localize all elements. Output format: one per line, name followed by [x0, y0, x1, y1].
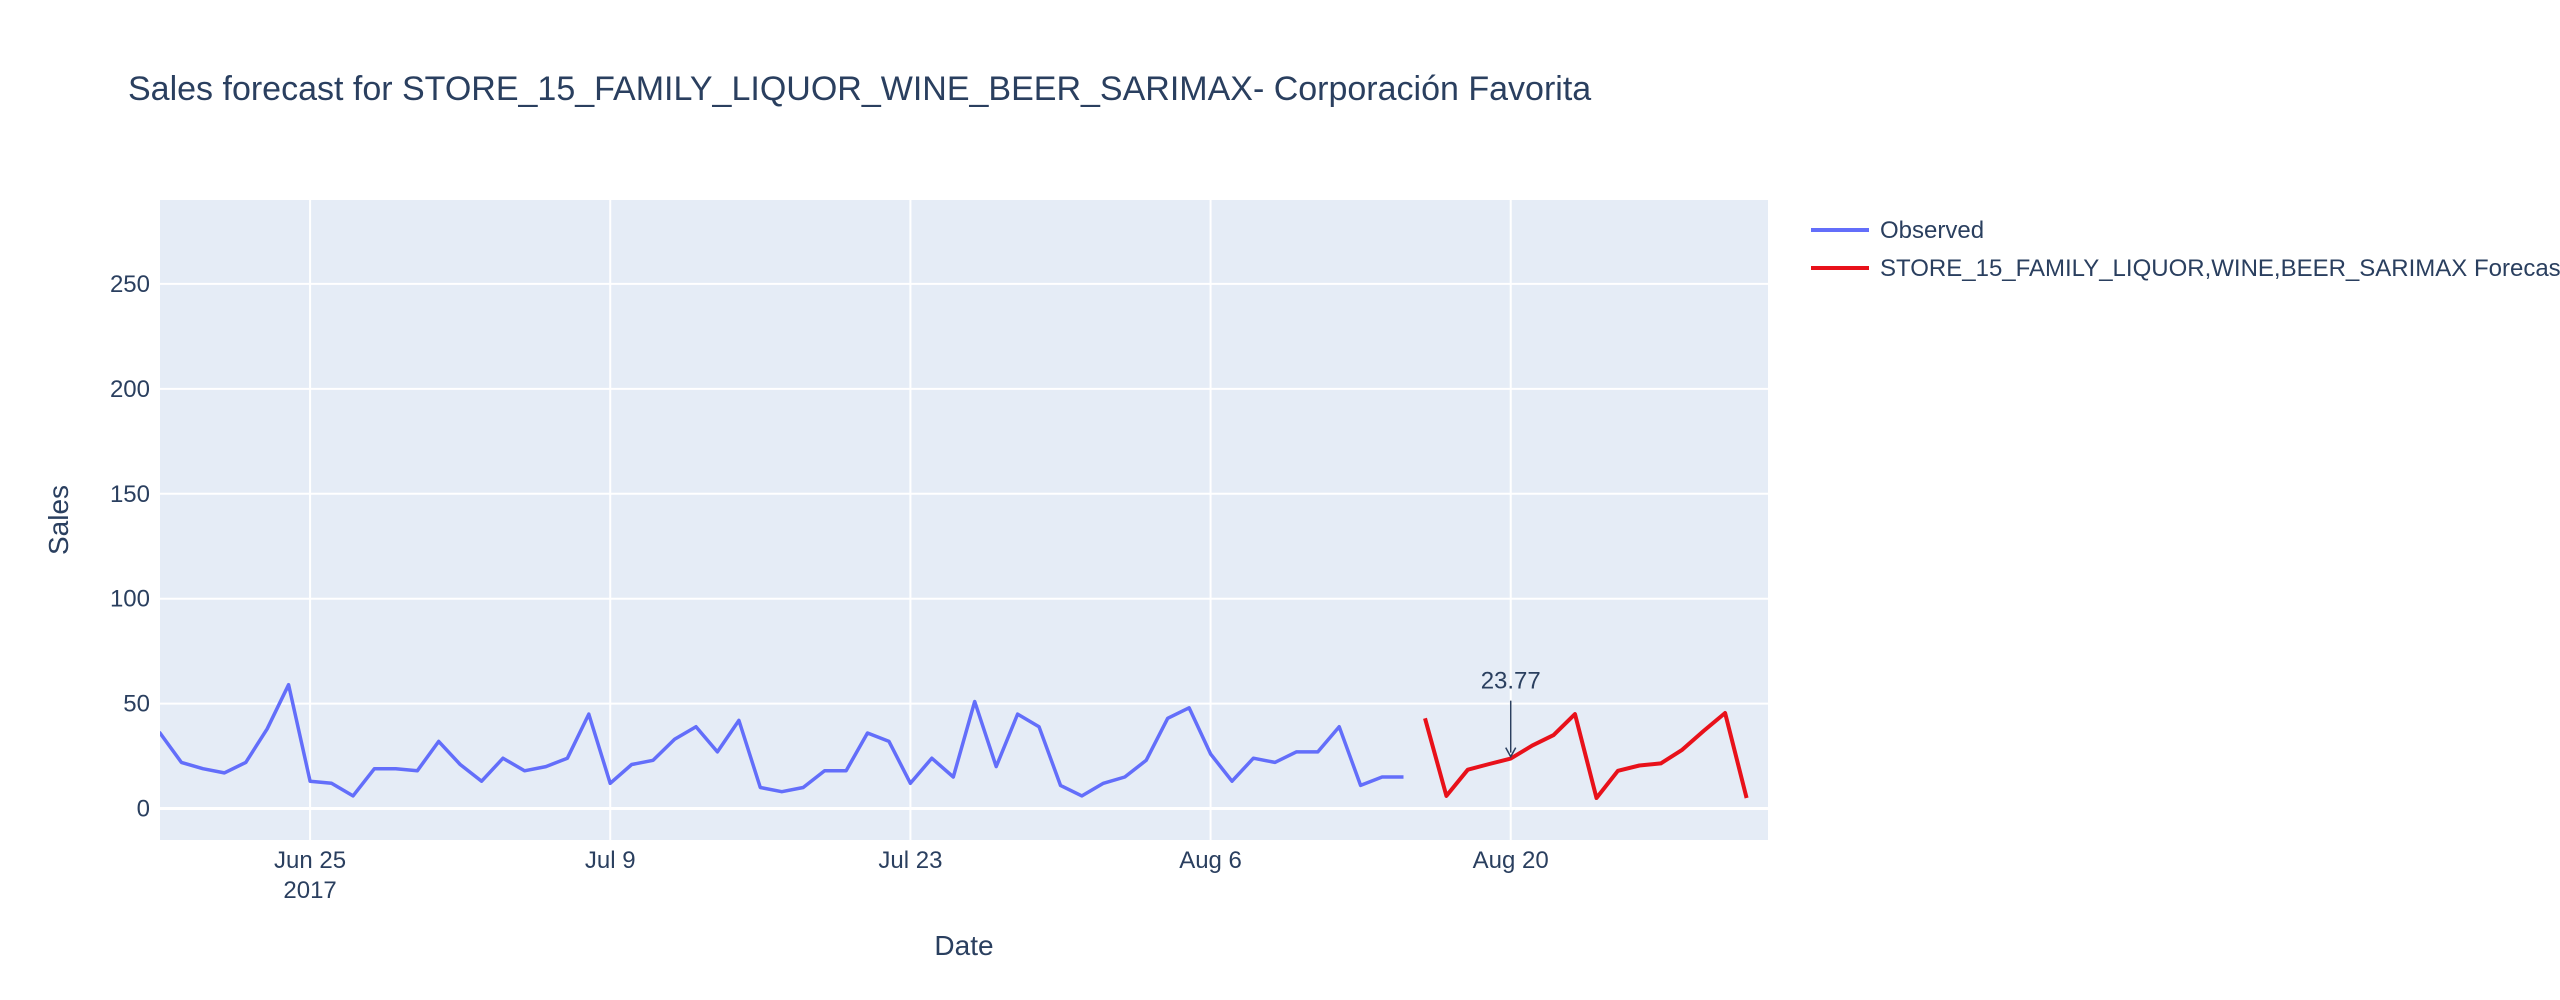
y-axis-title: Sales — [43, 485, 74, 555]
x-axis-title: Date — [934, 930, 993, 961]
y-tick-label: 250 — [110, 271, 150, 298]
series-lines — [160, 682, 1749, 800]
x-tick-label: Aug 20 — [1473, 847, 1549, 874]
legend-item-label[interactable]: Observed — [1880, 217, 1984, 244]
series-line-observed — [160, 682, 1404, 798]
y-axis-ticks: 0 50 100 150 200 250 — [110, 271, 150, 823]
legend-item-label[interactable]: STORE_15_FAMILY_LIQUOR,WINE,BEER_SARIMAX… — [1880, 255, 2560, 282]
y-tick-label: 0 — [137, 796, 150, 823]
x-tick-sublabel: 2017 — [283, 877, 336, 904]
chart-title: Sales forecast for STORE_15_FAMILY_LIQUO… — [128, 70, 1591, 108]
series-line-forecast — [1423, 711, 1749, 800]
annotation-arrowhead — [1505, 747, 1517, 759]
y-tick-label: 100 — [110, 586, 150, 613]
annotation-label: 23.77 — [1481, 668, 1541, 695]
annotations: 23.77 — [1481, 668, 1541, 759]
y-tick-label: 150 — [110, 481, 150, 508]
x-tick-label: Jul 9 — [585, 847, 636, 874]
legend: Observed STORE_15_FAMILY_LIQUOR,WINE,BEER… — [1811, 217, 2560, 282]
y-tick-label: 50 — [123, 691, 150, 718]
x-tick-label: Jun 25 — [274, 847, 346, 874]
x-axis-ticks: Jun 25 2017 Jul 9 Jul 23 Aug 6 Aug 20 — [274, 847, 1549, 904]
y-tick-label: 200 — [110, 376, 150, 403]
x-tick-label: Jul 23 — [878, 847, 942, 874]
x-tick-label: Aug 6 — [1179, 847, 1242, 874]
